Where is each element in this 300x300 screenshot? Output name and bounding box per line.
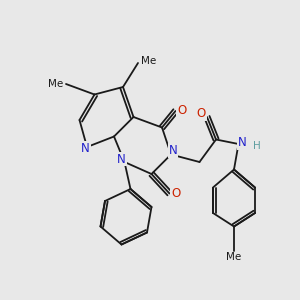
Text: N: N: [117, 152, 126, 166]
Text: Me: Me: [226, 252, 242, 262]
Text: O: O: [196, 107, 206, 120]
Text: N: N: [81, 142, 90, 155]
Text: H: H: [253, 141, 260, 152]
Text: O: O: [177, 104, 186, 118]
Text: Me: Me: [141, 56, 156, 67]
Text: N: N: [238, 136, 247, 149]
Text: O: O: [171, 187, 180, 200]
Text: N: N: [169, 144, 178, 157]
Text: Me: Me: [48, 79, 63, 89]
